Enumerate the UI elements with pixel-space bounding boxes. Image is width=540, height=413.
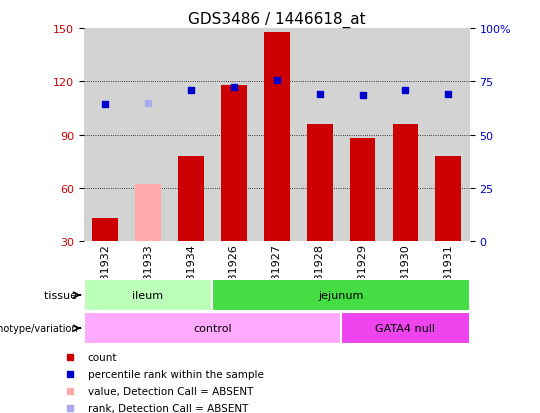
Text: ileum: ileum [132, 290, 164, 300]
Bar [341, 313, 470, 344]
Text: percentile rank within the sample: percentile rank within the sample [87, 369, 264, 379]
Text: GSM281927: GSM281927 [272, 244, 282, 311]
Bar [212, 280, 470, 311]
Text: GATA4 null: GATA4 null [375, 323, 435, 333]
Bar [178, 157, 204, 242]
Bar [350, 139, 375, 242]
Text: GSM281926: GSM281926 [229, 244, 239, 311]
Text: GSM281932: GSM281932 [100, 244, 110, 311]
Bar [393, 125, 418, 242]
Text: GSM281934: GSM281934 [186, 244, 196, 311]
Bar [221, 85, 247, 242]
Bar [84, 313, 341, 344]
Text: control: control [193, 323, 232, 333]
Bar [84, 280, 212, 311]
Text: tissue: tissue [44, 290, 81, 300]
Text: GSM281930: GSM281930 [401, 244, 410, 311]
Bar [135, 185, 161, 242]
Text: GSM281929: GSM281929 [357, 244, 368, 311]
Text: GSM281928: GSM281928 [315, 244, 325, 311]
Text: rank, Detection Call = ABSENT: rank, Detection Call = ABSENT [87, 403, 248, 413]
Text: jejunum: jejunum [319, 290, 364, 300]
Bar [307, 125, 333, 242]
Text: genotype/variation: genotype/variation [0, 323, 81, 333]
Text: GSM281931: GSM281931 [443, 244, 454, 311]
Text: count: count [87, 352, 117, 362]
Text: value, Detection Call = ABSENT: value, Detection Call = ABSENT [87, 386, 253, 396]
Bar [92, 218, 118, 242]
Text: GSM281933: GSM281933 [143, 244, 153, 311]
Bar [435, 157, 461, 242]
Title: GDS3486 / 1446618_at: GDS3486 / 1446618_at [188, 12, 366, 28]
Bar [264, 33, 289, 242]
